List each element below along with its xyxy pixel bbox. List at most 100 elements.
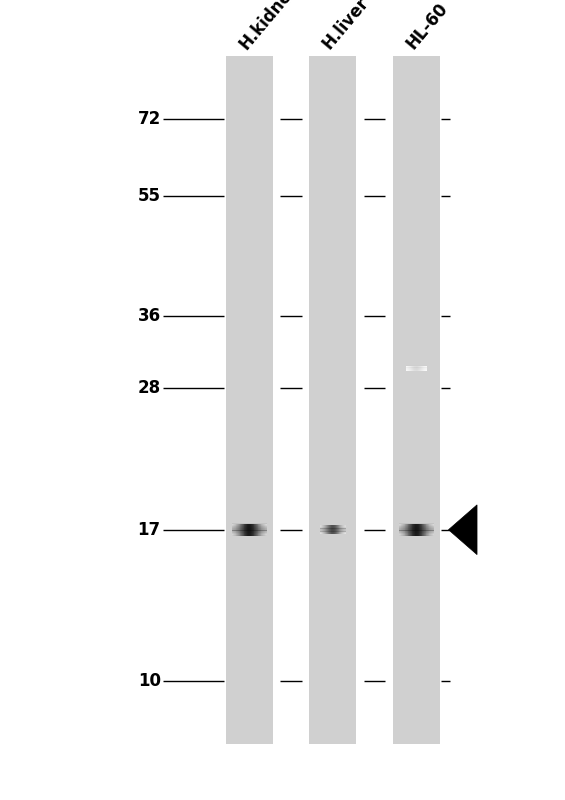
- Bar: [393, 56, 440, 744]
- Bar: [265, 523, 266, 536]
- Bar: [420, 523, 421, 536]
- Bar: [321, 526, 322, 534]
- Bar: [328, 526, 329, 534]
- Bar: [414, 523, 415, 536]
- Bar: [332, 526, 333, 534]
- Bar: [264, 523, 265, 536]
- Bar: [238, 523, 239, 536]
- Bar: [413, 523, 414, 536]
- Bar: [248, 523, 249, 536]
- Bar: [421, 523, 422, 536]
- Bar: [239, 523, 240, 536]
- Bar: [323, 526, 324, 534]
- Text: 10: 10: [138, 671, 160, 690]
- Bar: [341, 526, 342, 534]
- Bar: [226, 56, 272, 744]
- Bar: [405, 523, 406, 536]
- Bar: [258, 523, 259, 536]
- Bar: [335, 526, 336, 534]
- Bar: [432, 523, 433, 536]
- Bar: [254, 523, 255, 536]
- Bar: [428, 523, 429, 536]
- Bar: [400, 523, 401, 536]
- Bar: [329, 526, 330, 534]
- Bar: [430, 523, 431, 536]
- Bar: [266, 523, 267, 536]
- Bar: [253, 523, 254, 536]
- Bar: [431, 523, 432, 536]
- Bar: [254, 523, 255, 536]
- Bar: [412, 523, 413, 536]
- Text: H.kidney: H.kidney: [236, 0, 302, 53]
- Bar: [399, 523, 400, 536]
- Bar: [233, 523, 234, 536]
- Bar: [260, 523, 261, 536]
- Bar: [232, 523, 233, 536]
- Bar: [422, 523, 423, 536]
- Bar: [423, 523, 424, 536]
- Bar: [333, 526, 334, 534]
- Bar: [344, 526, 345, 534]
- Bar: [345, 526, 346, 534]
- Bar: [403, 523, 404, 536]
- Bar: [324, 526, 325, 534]
- Polygon shape: [449, 505, 477, 554]
- Bar: [261, 523, 262, 536]
- Bar: [320, 526, 321, 534]
- Bar: [334, 526, 335, 534]
- Bar: [419, 523, 420, 536]
- Bar: [403, 523, 405, 536]
- Bar: [252, 523, 253, 536]
- Bar: [262, 523, 263, 536]
- Text: 17: 17: [138, 521, 160, 538]
- Bar: [336, 526, 337, 534]
- Text: 36: 36: [138, 307, 160, 326]
- Bar: [246, 523, 247, 536]
- Bar: [310, 56, 356, 744]
- Bar: [330, 526, 331, 534]
- Bar: [260, 523, 261, 536]
- Bar: [415, 523, 416, 536]
- Bar: [429, 523, 430, 536]
- Bar: [240, 523, 241, 536]
- Bar: [331, 526, 332, 534]
- Bar: [257, 523, 258, 536]
- Bar: [431, 523, 432, 536]
- Bar: [252, 523, 253, 536]
- Bar: [334, 526, 335, 534]
- Bar: [247, 523, 248, 536]
- Bar: [325, 526, 326, 534]
- Bar: [335, 526, 336, 534]
- Bar: [255, 523, 256, 536]
- Bar: [242, 523, 243, 536]
- Bar: [415, 523, 416, 536]
- Bar: [341, 526, 342, 534]
- Bar: [337, 526, 338, 534]
- Bar: [264, 523, 265, 536]
- Bar: [259, 523, 260, 536]
- Bar: [406, 523, 407, 536]
- Bar: [237, 523, 238, 536]
- Bar: [333, 526, 334, 534]
- Bar: [433, 523, 434, 536]
- Text: 28: 28: [138, 379, 160, 397]
- Bar: [424, 523, 425, 536]
- Bar: [320, 526, 321, 534]
- Bar: [421, 523, 422, 536]
- Bar: [342, 526, 343, 534]
- Bar: [322, 526, 323, 534]
- Bar: [343, 526, 344, 534]
- Bar: [427, 523, 428, 536]
- Bar: [407, 523, 408, 536]
- Bar: [404, 523, 405, 536]
- Bar: [325, 526, 326, 534]
- Bar: [330, 526, 331, 534]
- Bar: [241, 523, 242, 536]
- Bar: [344, 526, 345, 534]
- Bar: [250, 523, 251, 536]
- Bar: [234, 523, 236, 536]
- Bar: [411, 523, 412, 536]
- Bar: [338, 526, 339, 534]
- Bar: [234, 523, 235, 536]
- Bar: [419, 523, 420, 536]
